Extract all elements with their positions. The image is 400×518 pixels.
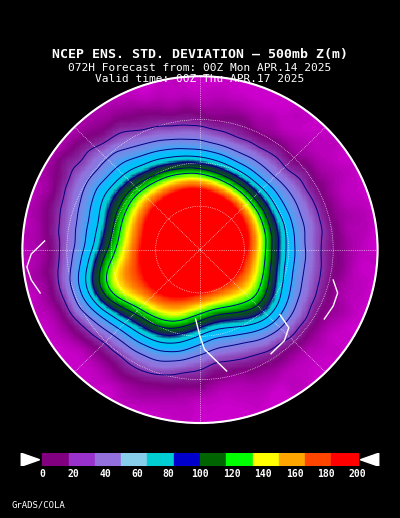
Text: 100: 100 <box>191 469 209 479</box>
Text: 140: 140 <box>254 469 272 479</box>
Bar <box>174 453 200 466</box>
Text: Valid time: 00Z Thu APR.17 2025: Valid time: 00Z Thu APR.17 2025 <box>95 74 305 84</box>
Bar <box>332 453 358 466</box>
Text: 40: 40 <box>100 469 111 479</box>
Text: 60: 60 <box>131 469 143 479</box>
Bar <box>252 453 279 466</box>
Bar <box>121 453 148 466</box>
Text: 160: 160 <box>286 469 304 479</box>
Text: 200: 200 <box>349 469 366 479</box>
Bar <box>42 453 68 466</box>
Bar <box>279 453 305 466</box>
Bar <box>95 453 121 466</box>
Text: 120: 120 <box>223 469 240 479</box>
Text: 80: 80 <box>162 469 174 479</box>
Text: NCEP ENS. STD. DEVIATION – 500mb Z(m): NCEP ENS. STD. DEVIATION – 500mb Z(m) <box>52 48 348 61</box>
Bar <box>226 453 252 466</box>
Text: 180: 180 <box>317 469 335 479</box>
Text: GrADS/COLA: GrADS/COLA <box>12 500 66 510</box>
Bar <box>305 453 332 466</box>
Bar <box>200 453 226 466</box>
Circle shape <box>22 76 378 423</box>
Bar <box>148 453 174 466</box>
Text: 20: 20 <box>68 469 80 479</box>
Text: 072H Forecast from: 00Z Mon APR.14 2025: 072H Forecast from: 00Z Mon APR.14 2025 <box>68 63 332 74</box>
Bar <box>68 453 95 466</box>
Polygon shape <box>360 453 379 466</box>
Polygon shape <box>21 453 40 466</box>
Text: 0: 0 <box>39 469 45 479</box>
